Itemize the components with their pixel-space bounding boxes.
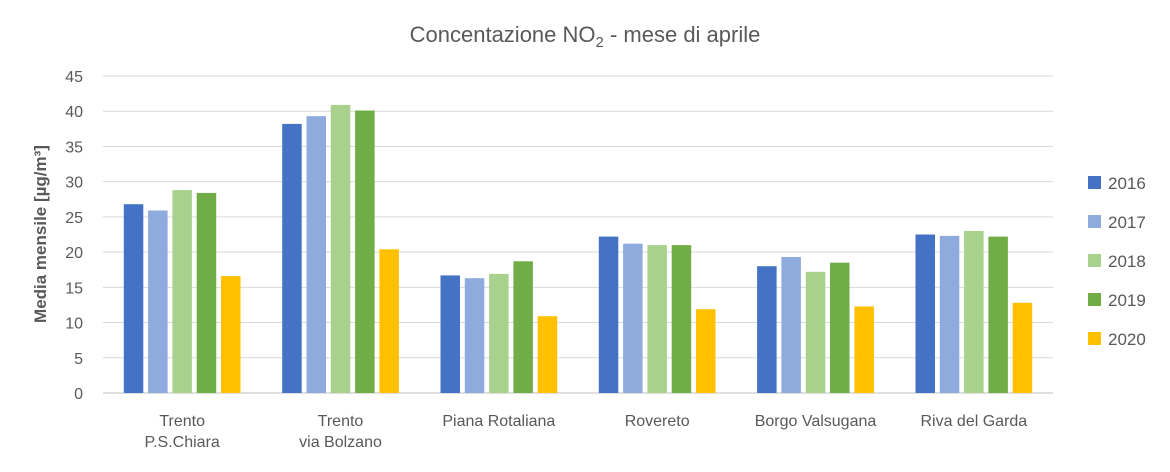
bar-2020-3 [696, 309, 716, 393]
y-tick-label: 5 [74, 351, 83, 368]
legend-item-2020: 2020 [1088, 330, 1146, 349]
legend: 2016 2017 2018 2019 2020 [1088, 174, 1146, 349]
bar-2016-0 [123, 204, 144, 393]
y-tick-label: 40 [65, 104, 83, 121]
chart-title-suffix: - mese di aprile [604, 22, 761, 47]
x-tick-label: Rovereto [625, 413, 690, 430]
legend-item-2017: 2017 [1088, 213, 1146, 232]
legend-label: 2018 [1108, 252, 1146, 271]
legend-label: 2016 [1108, 174, 1146, 193]
bar-2016-3 [598, 236, 619, 393]
bar-2018-4 [805, 271, 826, 393]
legend-item-2016: 2016 [1088, 174, 1146, 193]
chart-title-subscript: 2 [596, 34, 604, 51]
legend-swatch [1088, 176, 1101, 189]
bar-2016-4 [757, 266, 777, 393]
bar-2017-1 [306, 116, 326, 393]
bar-2017-4 [781, 257, 801, 393]
y-tick-label: 35 [65, 139, 83, 156]
bar-2017-0 [148, 210, 168, 393]
y-tick-label: 10 [65, 316, 83, 333]
y-tick-labels: 0 5 10 15 20 25 30 35 40 45 [65, 69, 83, 403]
bar-2019-2 [513, 261, 533, 393]
y-tick-label: 15 [65, 280, 83, 297]
y-tick-label: 25 [65, 210, 83, 227]
legend-item-2018: 2018 [1088, 252, 1146, 271]
bar-2016-5 [915, 234, 935, 393]
x-tick-label: Trento P.S.Chiara [145, 413, 220, 451]
bar-2019-4 [830, 262, 850, 393]
bar-2019-5 [988, 236, 1008, 393]
legend-label: 2017 [1108, 213, 1146, 232]
bar-2016-2 [440, 275, 460, 393]
bar-2017-2 [464, 278, 485, 393]
bar-marks [123, 104, 1033, 394]
legend-swatch [1088, 293, 1101, 306]
bar-2020-2 [537, 316, 558, 393]
y-tick-label: 20 [65, 245, 83, 262]
bar-2018-5 [964, 231, 984, 393]
bar-2020-0 [221, 276, 241, 393]
bar-2017-3 [623, 243, 643, 393]
x-tick-label: Trento via Bolzano [299, 413, 382, 451]
legend-swatch [1088, 254, 1101, 267]
y-tick-label: 0 [74, 386, 83, 403]
y-tick-label: 30 [65, 175, 83, 192]
x-tick-label: Riva del Garda [920, 413, 1027, 430]
bar-2020-4 [854, 306, 874, 393]
bar-2018-0 [172, 190, 192, 393]
bar-2019-1 [355, 110, 375, 393]
bar-2020-1 [379, 249, 399, 393]
bar-2016-1 [282, 123, 302, 394]
gridlines [103, 75, 1053, 394]
bar-2017-5 [939, 235, 960, 393]
y-axis-label: Media mensile [µg/m³] [31, 145, 50, 323]
bar-2019-3 [671, 245, 692, 393]
x-tick-labels: Trento P.S.Chiara Trento via Bolzano Piana R… [145, 413, 1028, 451]
bar-2018-1 [330, 104, 351, 394]
bar-2020-5 [1012, 302, 1033, 393]
legend-swatch [1088, 215, 1101, 228]
legend-label: 2020 [1108, 330, 1146, 349]
x-tick-label: Borgo Valsugana [755, 413, 877, 430]
bar-2018-2 [489, 273, 509, 393]
bar-2019-0 [196, 192, 217, 393]
legend-label: 2019 [1108, 291, 1146, 310]
bar-2018-3 [647, 245, 667, 393]
chart-title-main: Concentazione NO [410, 22, 596, 47]
legend-swatch [1088, 332, 1101, 345]
y-tick-label: 45 [65, 69, 83, 86]
x-tick-label: Piana Rotaliana [442, 413, 555, 430]
legend-item-2019: 2019 [1088, 291, 1146, 310]
chart-title: Concentazione NO2 - mese di aprile [410, 22, 761, 51]
